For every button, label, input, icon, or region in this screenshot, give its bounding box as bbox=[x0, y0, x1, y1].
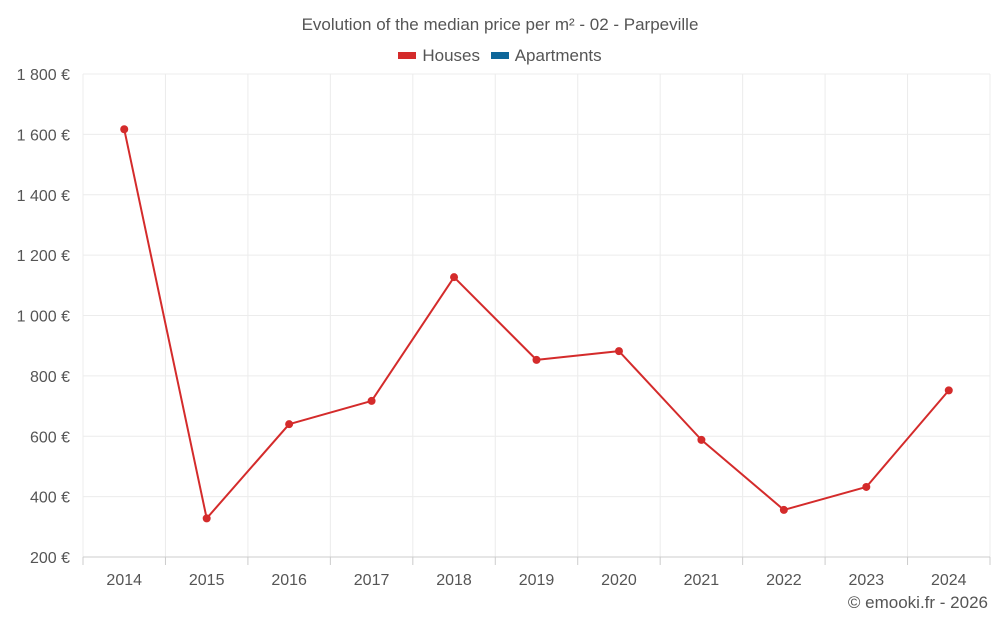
y-tick-label: 1 600 € bbox=[17, 127, 70, 144]
legend-label-houses: Houses bbox=[422, 45, 480, 65]
legend-swatch-houses bbox=[398, 52, 417, 59]
legend: Houses Apartments bbox=[0, 44, 1000, 66]
x-tick-label: 2022 bbox=[766, 572, 802, 589]
y-tick-label: 600 € bbox=[30, 429, 70, 446]
y-tick-label: 1 800 € bbox=[17, 67, 70, 84]
data-point-houses bbox=[697, 435, 706, 444]
x-tick-label: 2020 bbox=[601, 572, 637, 589]
data-point-houses bbox=[367, 396, 376, 405]
y-tick-label: 200 € bbox=[30, 550, 70, 567]
data-point-houses bbox=[532, 355, 541, 364]
data-point-houses bbox=[285, 420, 294, 429]
y-tick-label: 400 € bbox=[30, 490, 70, 507]
legend-item-apartments[interactable]: Apartments bbox=[490, 45, 602, 66]
legend-item-houses[interactable]: Houses bbox=[398, 46, 480, 66]
x-tick-label: 2023 bbox=[849, 572, 885, 589]
chart-title: Evolution of the median price per m² - 0… bbox=[301, 15, 699, 34]
y-tick-label: 1 000 € bbox=[17, 309, 70, 326]
data-point-houses bbox=[450, 273, 459, 282]
x-tick-label: 2014 bbox=[106, 572, 142, 589]
data-point-houses bbox=[944, 386, 953, 395]
data-point-houses bbox=[120, 125, 129, 134]
x-tick-label: 2016 bbox=[271, 572, 307, 589]
data-point-houses bbox=[202, 514, 211, 523]
legend-label-apartments: Apartments bbox=[514, 45, 602, 65]
x-tick-label: 2019 bbox=[519, 572, 555, 589]
data-point-houses bbox=[779, 505, 788, 514]
y-tick-label: 1 400 € bbox=[17, 188, 70, 205]
legend-swatch-apartments bbox=[490, 52, 509, 59]
data-point-houses bbox=[862, 482, 871, 491]
data-point-houses bbox=[614, 347, 623, 356]
y-tick-label: 800 € bbox=[30, 369, 70, 386]
credit-text: © emooki.fr - 2026 bbox=[847, 593, 988, 612]
y-tick-label: 1 200 € bbox=[17, 248, 70, 265]
x-tick-label: 2017 bbox=[354, 572, 390, 589]
x-tick-label: 2021 bbox=[684, 572, 720, 589]
x-tick-label: 2024 bbox=[931, 572, 967, 589]
x-tick-label: 2015 bbox=[189, 572, 225, 589]
x-tick-label: 2018 bbox=[436, 572, 472, 589]
